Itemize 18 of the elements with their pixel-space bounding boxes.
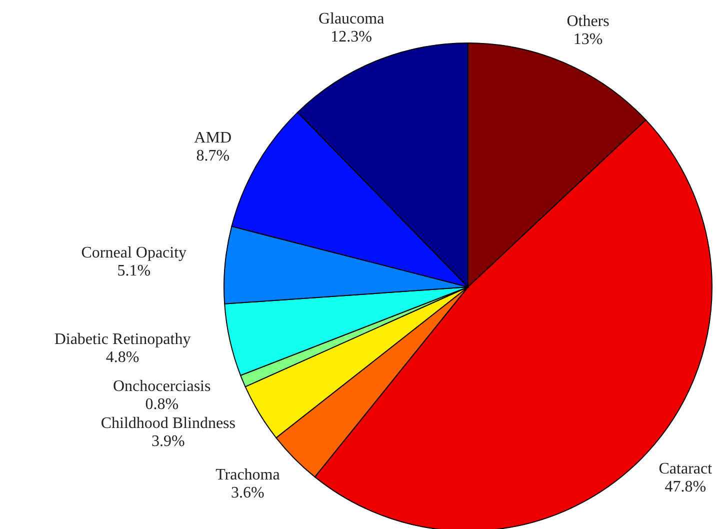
data-label: 0.8% <box>145 396 179 413</box>
slice-label: Glaucoma <box>318 10 384 28</box>
data-label: 5.1% <box>117 262 151 280</box>
data-label: 3.9% <box>152 432 185 450</box>
data-label: 4.8% <box>106 349 140 366</box>
data-label: 3.6% <box>231 484 264 502</box>
slice-label: Cataract <box>658 460 713 478</box>
data-label: 47.8% <box>664 478 706 496</box>
data-label: 13% <box>573 31 603 48</box>
data-label: 12.3% <box>330 28 372 46</box>
slice-label: Childhood Blindness <box>100 414 236 432</box>
slice-label: Diabetic Retinopathy <box>54 331 191 348</box>
slice-label: Trachoma <box>216 466 280 484</box>
slice-label: Onchocerciasis <box>112 378 211 395</box>
slice-label: Corneal Opacity <box>81 244 187 262</box>
slice-label: Others <box>566 13 610 30</box>
slice-label: AMD <box>194 130 232 147</box>
data-label: 8.7% <box>196 148 230 165</box>
